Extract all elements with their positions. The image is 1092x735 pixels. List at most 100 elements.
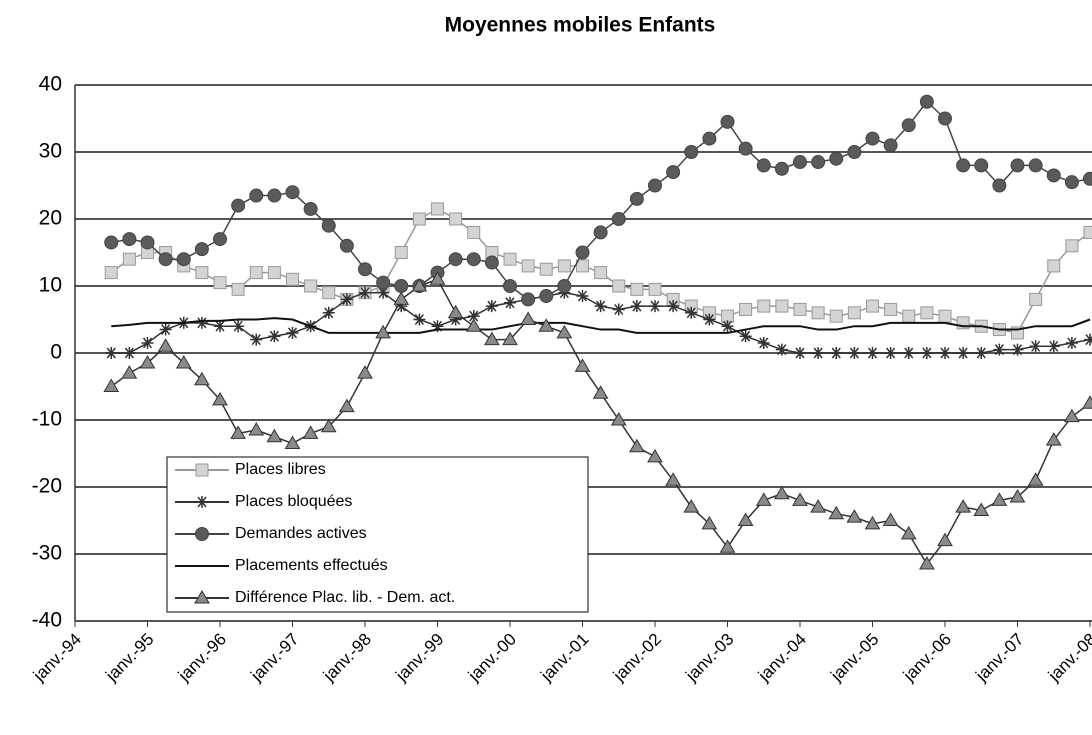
triangle-marker xyxy=(175,355,192,369)
circle-marker xyxy=(829,151,844,166)
asterisk-marker xyxy=(830,347,843,359)
circle-marker xyxy=(756,158,771,173)
circle-marker xyxy=(267,188,282,203)
circle-marker xyxy=(122,232,137,247)
asterisk-marker xyxy=(431,320,444,333)
asterisk-marker xyxy=(1084,333,1092,346)
circle-marker xyxy=(303,201,318,216)
x-tick-label: janv.-08 xyxy=(1044,630,1092,686)
square-marker xyxy=(739,302,753,316)
square-marker xyxy=(195,266,209,280)
square-marker xyxy=(630,282,644,296)
triangle-marker xyxy=(900,525,917,540)
square-marker xyxy=(449,212,463,226)
circle-marker xyxy=(285,185,300,200)
triangle-marker xyxy=(937,532,953,547)
circle-marker xyxy=(919,94,934,109)
square-marker xyxy=(902,309,916,323)
square-marker xyxy=(829,309,843,323)
square-marker xyxy=(286,272,299,286)
square-marker xyxy=(304,279,318,293)
y-tick-label: -10 xyxy=(32,408,62,431)
x-tick-label: janv.-99 xyxy=(391,630,447,686)
asterisk-marker xyxy=(939,347,951,359)
square-marker xyxy=(757,299,771,313)
square-marker xyxy=(431,202,444,216)
square-marker xyxy=(322,286,336,300)
circle-marker xyxy=(557,279,572,293)
circle-marker xyxy=(521,292,536,307)
triangle-marker xyxy=(828,505,845,520)
asterisk-marker xyxy=(1029,340,1042,353)
triangle-marker xyxy=(701,515,718,530)
square-marker xyxy=(1083,225,1092,239)
asterisk-marker xyxy=(612,303,625,316)
triangle-marker xyxy=(919,556,935,570)
triangle-marker xyxy=(266,428,283,443)
square-marker xyxy=(539,262,553,276)
asterisk-marker xyxy=(195,316,208,329)
asterisk-marker xyxy=(884,347,897,359)
legend-label: Placements effectués xyxy=(235,557,388,574)
legend-box xyxy=(166,456,589,613)
y-tick-label: 40 xyxy=(39,73,62,96)
circle-marker xyxy=(1028,158,1043,173)
square-marker xyxy=(938,309,952,323)
square-marker xyxy=(594,266,608,280)
asterisk-marker xyxy=(866,347,879,359)
asterisk-marker xyxy=(739,330,752,343)
circle-marker xyxy=(774,161,789,176)
triangle-marker xyxy=(610,412,627,426)
asterisk-marker xyxy=(794,347,806,359)
asterisk-marker xyxy=(123,347,136,359)
triangle-marker xyxy=(375,324,391,339)
square-marker xyxy=(648,282,662,296)
circle-marker xyxy=(376,275,391,290)
legend-label: Places bloquées xyxy=(235,493,352,510)
square-marker xyxy=(1047,259,1061,273)
circle-marker xyxy=(611,212,626,226)
x-tick-label: janv.-97 xyxy=(246,630,302,686)
triangle-marker xyxy=(1045,432,1062,446)
circle-marker xyxy=(321,218,336,233)
triangle-marker xyxy=(357,365,373,379)
circle-marker xyxy=(358,262,372,277)
x-tick-label: janv.-96 xyxy=(174,630,230,686)
square-marker xyxy=(213,276,227,290)
square-marker xyxy=(866,299,879,313)
triangle-marker xyxy=(792,492,808,506)
triangle-marker xyxy=(973,502,990,516)
asterisk-marker xyxy=(685,306,698,319)
asterisk-marker xyxy=(250,333,263,346)
circle-marker xyxy=(158,252,173,267)
circle-marker xyxy=(720,114,735,129)
asterisk-marker xyxy=(1065,336,1078,349)
triangle-marker xyxy=(955,499,971,513)
asterisk-marker xyxy=(775,343,788,356)
triangle-marker xyxy=(647,448,663,463)
x-tick-label: janv.-07 xyxy=(971,630,1027,686)
asterisk-marker xyxy=(649,300,661,313)
circle-marker xyxy=(575,245,590,260)
asterisk-marker xyxy=(159,323,172,336)
triangle-marker xyxy=(755,492,772,506)
triangle-marker xyxy=(103,378,120,392)
circle-marker xyxy=(883,138,898,153)
triangle-marker xyxy=(538,318,555,332)
square-marker xyxy=(1029,292,1043,306)
asterisk-marker xyxy=(359,286,371,299)
asterisk-marker xyxy=(232,320,245,333)
circle-marker xyxy=(847,145,862,159)
triangle-marker xyxy=(339,398,355,413)
square-marker xyxy=(847,306,861,320)
square-marker xyxy=(249,266,263,280)
asterisk-marker xyxy=(594,300,607,313)
y-tick-label: 20 xyxy=(39,207,62,230)
x-tick-label: janv.-03 xyxy=(681,630,737,686)
x-tick-label: janv.-06 xyxy=(899,630,955,686)
square-marker xyxy=(576,259,589,273)
circle-marker xyxy=(1046,168,1061,183)
circle-marker xyxy=(901,118,916,133)
triangle-marker xyxy=(502,331,518,346)
chart-title: Moyennes mobiles Enfants xyxy=(445,14,716,37)
